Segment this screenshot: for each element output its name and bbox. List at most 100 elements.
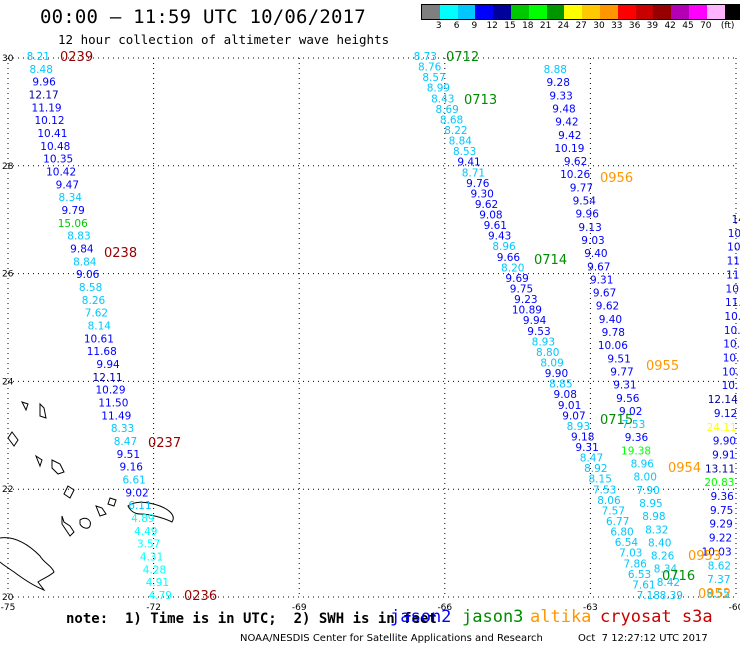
wave-height-value: 12.11 bbox=[93, 372, 123, 384]
wave-height-value: 9.78 bbox=[602, 327, 625, 339]
wave-height-value: 10.19 bbox=[554, 143, 584, 155]
lon-tick-label: -63 bbox=[583, 603, 598, 613]
scale-label: 45 bbox=[682, 21, 694, 31]
wave-height-value: 11. bbox=[727, 256, 740, 268]
wave-height-value: 8.84 bbox=[449, 136, 473, 148]
scale-label: 24 bbox=[557, 21, 570, 31]
wave-height-value: 10.06 bbox=[598, 340, 628, 352]
timestamp-text: Oct 7 12:27:12 UTC 2017 bbox=[578, 633, 708, 644]
wave-height-value: 10.26 bbox=[560, 169, 590, 181]
wave-height-value: 10. bbox=[722, 380, 739, 392]
wave-height-value: 9.30 bbox=[470, 188, 493, 200]
scale-swatch bbox=[546, 5, 565, 19]
wave-height-value: 10. bbox=[723, 353, 740, 365]
wave-height-color-scale: 3 6 9 12 15 18 21 24 27 30 33 36 39 42 45 70 (ft) bbox=[421, 4, 740, 34]
wave-height-value: 6.54 bbox=[615, 537, 639, 549]
wave-height-value: 9.16 bbox=[120, 462, 144, 474]
wave-height-value: 9.06 bbox=[76, 269, 100, 281]
lat-tick-label: 28 bbox=[2, 162, 14, 172]
lat-tick-label: 24 bbox=[2, 377, 14, 387]
wave-height-value: 8.99 bbox=[427, 83, 450, 95]
wave-height-value: 8.34 bbox=[654, 564, 678, 576]
scale-label: 18 bbox=[522, 21, 534, 31]
wave-height-value: 8.93 bbox=[567, 421, 590, 433]
lon-tick-label: -75 bbox=[1, 603, 16, 613]
lon-tick-label: -69 bbox=[292, 603, 307, 613]
wave-height-value: 8.21 bbox=[27, 51, 50, 63]
scale-swatch bbox=[688, 5, 707, 19]
lon-tick-label: -72 bbox=[146, 603, 161, 613]
wave-height-value: 9.36 bbox=[625, 432, 649, 444]
legend-entry: jason2 bbox=[390, 607, 452, 627]
legend-entry: altika bbox=[530, 607, 592, 627]
scale-label: 21 bbox=[539, 21, 552, 31]
wave-height-value: 8.71 bbox=[462, 167, 485, 179]
wave-height-value: 8.43 bbox=[431, 93, 454, 105]
wave-height-value: 11.68 bbox=[87, 346, 117, 358]
scale-label: 70 bbox=[700, 21, 712, 31]
wave-height-value: 8.80 bbox=[536, 347, 559, 359]
wave-height-value: 6.53 bbox=[628, 569, 651, 581]
wave-height-value: 9.84 bbox=[70, 244, 94, 256]
wave-height-value: 9.53 bbox=[527, 326, 550, 338]
color-scale-bar bbox=[421, 4, 740, 20]
scale-swatch bbox=[439, 5, 458, 19]
wave-height-value: 14 bbox=[732, 214, 740, 226]
pass-time-label: 0953 bbox=[688, 549, 721, 564]
wave-height-value: 4.49 bbox=[134, 526, 157, 538]
wave-height-value: 9.22 bbox=[709, 533, 732, 545]
scale-swatch bbox=[617, 5, 636, 19]
scale-label: 3 bbox=[435, 21, 442, 31]
coastline bbox=[0, 401, 174, 592]
wave-height-value: 9.76 bbox=[466, 178, 490, 190]
footer-note: note: 1) Time is in UTC; 2) SWH is in fe… bbox=[66, 611, 437, 627]
scale-swatch bbox=[493, 5, 511, 19]
wave-height-value: 8.34 bbox=[59, 192, 83, 204]
wave-height-value: 4.89 bbox=[131, 513, 154, 525]
wave-height-value: 9.62 bbox=[475, 199, 498, 211]
coastline-bahamas-1 bbox=[61, 515, 75, 537]
scale-swatch bbox=[457, 5, 476, 19]
scale-swatch bbox=[510, 5, 529, 19]
lat-tick-label: 30 bbox=[2, 54, 14, 64]
scale-swatch bbox=[422, 5, 440, 19]
wave-height-value: 8.39 bbox=[660, 590, 683, 602]
coastline-bahamas-7 bbox=[63, 485, 75, 499]
coastline-bahamas-9 bbox=[21, 401, 29, 412]
scale-swatch bbox=[475, 5, 494, 19]
coastline-bahamas-4 bbox=[39, 402, 47, 419]
legend-entry: jason3 bbox=[462, 607, 524, 627]
wave-height-value: 9.94 bbox=[523, 315, 547, 327]
pass-time-label: 0237 bbox=[148, 436, 181, 451]
wave-height-value: 8.83 bbox=[67, 231, 90, 243]
wave-height-value: 10.03 bbox=[702, 546, 732, 558]
wave-height-value: 4.31 bbox=[140, 552, 163, 564]
wave-height-value: 24.11 bbox=[707, 422, 737, 434]
wave-height-value: 7.53 bbox=[593, 484, 616, 496]
scale-label: 27 bbox=[575, 21, 587, 31]
wave-height-value: 8.68 bbox=[440, 114, 463, 126]
wave-height-value: 10.89 bbox=[512, 305, 542, 317]
scale-swatch bbox=[564, 5, 583, 19]
coastline-bahamas-3 bbox=[95, 505, 107, 517]
wave-height-value: 15.06 bbox=[58, 218, 88, 230]
wave-height-value: 7.18 bbox=[637, 590, 660, 602]
wave-height-value: 10. bbox=[728, 228, 740, 240]
credit-text: NOAA/NESDIS Center for Satellite Applica… bbox=[240, 633, 543, 644]
pass-time-label: 0716 bbox=[662, 569, 695, 584]
wave-height-value: 9.08 bbox=[554, 389, 577, 401]
scale-label: 42 bbox=[664, 21, 676, 31]
wave-height-value: 9.08 bbox=[479, 210, 502, 222]
wave-height-value: 8.55 bbox=[707, 588, 730, 600]
wave-height-value: 8.96 bbox=[631, 459, 655, 471]
coastline-bahamas-5 bbox=[7, 431, 19, 447]
lon-tick-label: -60 bbox=[729, 603, 740, 613]
wave-height-value: 10. bbox=[723, 339, 740, 351]
coastline-bahamas-8 bbox=[107, 497, 117, 507]
wave-height-value: 8.95 bbox=[639, 498, 662, 510]
wave-height-value: 8.33 bbox=[111, 423, 134, 435]
map-axes: -75 -72 -69 -66 -63 -60 30 28 26 24 22 20 bbox=[1, 54, 740, 613]
wave-height-value: 9.12 bbox=[714, 408, 737, 420]
lat-tick-label: 22 bbox=[2, 485, 13, 495]
wave-height-value: 9.36 bbox=[710, 491, 734, 503]
